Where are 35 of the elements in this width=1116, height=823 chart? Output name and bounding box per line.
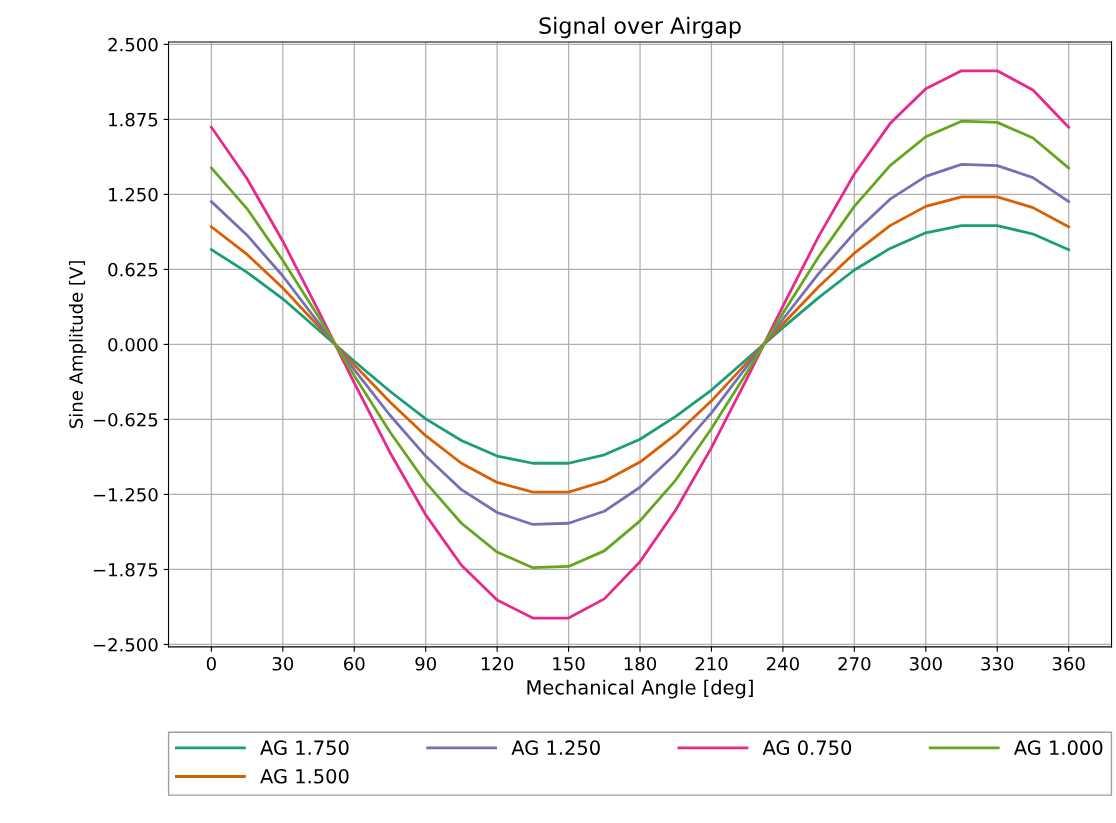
line-series <box>209 224 1071 465</box>
line-series <box>209 195 1071 494</box>
y-tick-label: −2.500 <box>93 637 158 652</box>
x-tick-label: 90 <box>415 656 436 671</box>
x-tick-label: 180 <box>624 656 657 671</box>
line-series <box>209 163 1071 526</box>
y-tick-label: 0.000 <box>108 337 158 352</box>
x-tick-label: 330 <box>981 656 1014 671</box>
line-series <box>209 69 1071 620</box>
legend-label: AG 1.500 <box>260 768 349 784</box>
x-tick-label: 120 <box>481 656 514 671</box>
y-tick-label: 0.625 <box>108 262 158 277</box>
y-tick-label: 2.500 <box>108 37 158 52</box>
y-tick-label: −1.250 <box>93 487 158 502</box>
x-tick-label: 240 <box>767 656 799 671</box>
y-tick-label: −1.875 <box>93 562 158 577</box>
x-tick-label: 300 <box>909 656 942 671</box>
x-tick-label: 0 <box>206 656 216 671</box>
x-tick-label: 30 <box>272 656 294 671</box>
x-axis-title: Mechanical Angle [deg] <box>527 679 753 699</box>
y-tick-label: 1.875 <box>109 112 158 127</box>
y-tick-label: −0.625 <box>93 412 158 427</box>
chart-title: Signal over Airgap <box>539 16 741 39</box>
y-axis-title: Sine Amplitude [V] <box>68 261 87 428</box>
legend-label: AG 0.750 <box>762 740 852 756</box>
y-tick-label: 1.250 <box>109 187 158 202</box>
x-tick-label: 210 <box>695 656 728 671</box>
x-tick-label: 60 <box>344 656 365 671</box>
legend-label: AG 1.750 <box>260 740 349 756</box>
x-tick-label: 270 <box>838 656 871 671</box>
legend-label: AG 1.000 <box>1013 740 1103 756</box>
x-tick-label: 150 <box>553 656 585 671</box>
legend-label: AG 1.250 <box>511 740 600 756</box>
x-tick-label: 360 <box>1052 656 1085 671</box>
line-series <box>209 119 1071 570</box>
